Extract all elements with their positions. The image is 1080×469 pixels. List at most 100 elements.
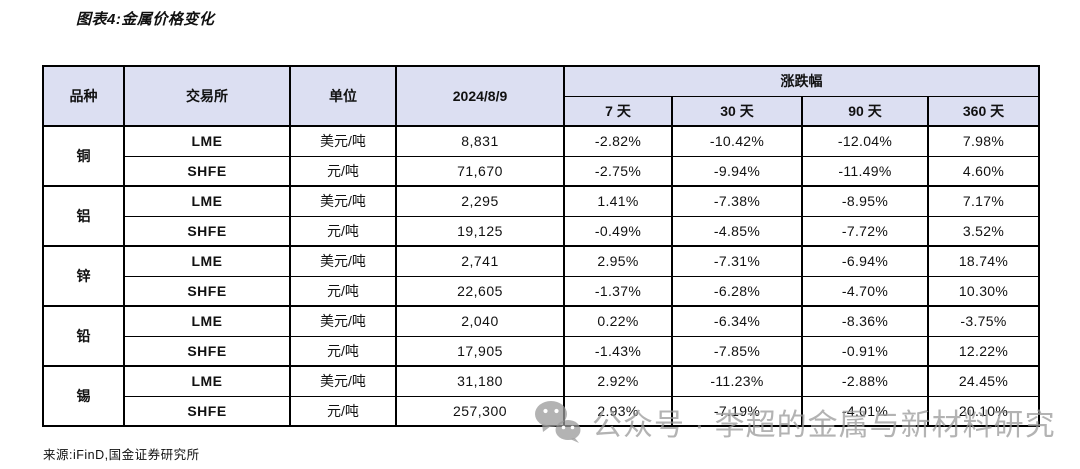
unit-cell: 元/吨	[289, 395, 397, 427]
change-cell: 4.60%	[927, 155, 1040, 187]
unit-cell: 元/吨	[289, 335, 397, 367]
change-cell: -7.85%	[671, 335, 803, 367]
change-cell: -2.75%	[563, 155, 673, 187]
change-cell: 2.93%	[563, 395, 673, 427]
price-cell: 71,670	[395, 155, 565, 187]
change-cell: -1.43%	[563, 335, 673, 367]
change-cell: -0.91%	[801, 335, 929, 367]
price-cell: 17,905	[395, 335, 565, 367]
change-cell: -4.70%	[801, 275, 929, 307]
change-cell: 24.45%	[927, 365, 1040, 397]
change-cell: 10.30%	[927, 275, 1040, 307]
exchange-cell: LME	[123, 305, 291, 337]
variety-cell: 锡	[42, 365, 125, 427]
col-header-date: 2024/8/9	[395, 65, 565, 127]
exchange-cell: SHFE	[123, 395, 291, 427]
col-header-period: 90 天	[801, 95, 929, 127]
price-cell: 2,741	[395, 245, 565, 277]
change-cell: 1.41%	[563, 185, 673, 217]
exchange-cell: SHFE	[123, 275, 291, 307]
change-cell: -6.34%	[671, 305, 803, 337]
exchange-cell: LME	[123, 185, 291, 217]
price-cell: 257,300	[395, 395, 565, 427]
price-cell: 31,180	[395, 365, 565, 397]
change-cell: 0.22%	[563, 305, 673, 337]
change-cell: -12.04%	[801, 125, 929, 157]
metal-price-table: 品种 交易所 单位 2024/8/9 涨跌幅 7 天 30 天 90 天 360 天 …	[42, 65, 1040, 427]
col-header-period: 30 天	[671, 95, 803, 127]
change-cell: 20.10%	[927, 395, 1040, 427]
price-cell: 19,125	[395, 215, 565, 247]
variety-cell: 铝	[42, 185, 125, 247]
table-row: SHFE 元/吨 19,125 -0.49% -4.85% -7.72% 3.52%	[43, 215, 1040, 247]
change-cell: -2.88%	[801, 365, 929, 397]
unit-cell: 美元/吨	[289, 365, 397, 397]
unit-cell: 美元/吨	[289, 245, 397, 277]
table-row: SHFE 元/吨 17,905 -1.43% -7.85% -0.91% 12.22%	[43, 335, 1040, 367]
change-cell: 7.17%	[927, 185, 1040, 217]
variety-cell: 铜	[42, 125, 125, 187]
price-cell: 22,605	[395, 275, 565, 307]
col-header-change: 涨跌幅	[563, 65, 1040, 97]
exchange-cell: LME	[123, 245, 291, 277]
unit-cell: 元/吨	[289, 275, 397, 307]
table-row: SHFE 元/吨 71,670 -2.75% -9.94% -11.49% 4.60%	[43, 155, 1040, 187]
change-cell: 18.74%	[927, 245, 1040, 277]
table-row: 锡 LME 美元/吨 31,180 2.92% -11.23% -2.88% 24.45%	[42, 365, 1040, 427]
price-cell: 8,831	[395, 125, 565, 157]
col-header-unit: 单位	[289, 65, 397, 127]
exchange-cell: LME	[123, 365, 291, 397]
price-cell: 2,295	[395, 185, 565, 217]
header-row-main: 品种 交易所 单位 2024/8/9 涨跌幅	[42, 65, 1040, 127]
change-cell: -2.82%	[563, 125, 673, 157]
exchange-cell: LME	[123, 125, 291, 157]
unit-cell: 美元/吨	[289, 185, 397, 217]
header-row-periods: 7 天 30 天 90 天 360 天	[43, 95, 1040, 127]
change-cell: 7.98%	[927, 125, 1040, 157]
change-cell: -8.36%	[801, 305, 929, 337]
exchange-cell: SHFE	[123, 335, 291, 367]
unit-cell: 美元/吨	[289, 305, 397, 337]
price-cell: 2,040	[395, 305, 565, 337]
change-cell: 2.92%	[563, 365, 673, 397]
table-row: 铅 LME 美元/吨 2,040 0.22% -6.34% -8.36% -3.75%	[42, 305, 1040, 367]
change-cell: -7.19%	[671, 395, 803, 427]
change-cell: -10.42%	[671, 125, 803, 157]
variety-cell: 铅	[42, 305, 125, 367]
change-cell: 12.22%	[927, 335, 1040, 367]
change-cell: -7.72%	[801, 215, 929, 247]
col-header-period: 360 天	[927, 95, 1040, 127]
change-cell: -7.31%	[671, 245, 803, 277]
variety-cell: 锌	[42, 245, 125, 307]
change-cell: -9.94%	[671, 155, 803, 187]
change-cell: -6.94%	[801, 245, 929, 277]
exchange-cell: SHFE	[123, 215, 291, 247]
figure-title: 图表4:金属价格变化	[76, 11, 215, 28]
change-cell: -3.75%	[927, 305, 1040, 337]
table-row: 铝 LME 美元/吨 2,295 1.41% -7.38% -8.95% 7.17%	[42, 185, 1040, 247]
change-cell: -11.23%	[671, 365, 803, 397]
unit-cell: 元/吨	[289, 155, 397, 187]
col-header-exchange: 交易所	[123, 65, 291, 127]
change-cell: -11.49%	[801, 155, 929, 187]
table-row: 锌 LME 美元/吨 2,741 2.95% -7.31% -6.94% 18.74%	[42, 245, 1040, 307]
change-cell: -7.38%	[671, 185, 803, 217]
unit-cell: 元/吨	[289, 215, 397, 247]
table-row: SHFE 元/吨 257,300 2.93% -7.19% -4.01% 20.10%	[43, 395, 1040, 427]
change-cell: -0.49%	[563, 215, 673, 247]
unit-cell: 美元/吨	[289, 125, 397, 157]
exchange-cell: SHFE	[123, 155, 291, 187]
table-row: 铜 LME 美元/吨 8,831 -2.82% -10.42% -12.04% 7.98%	[42, 125, 1040, 187]
col-header-variety: 品种	[42, 65, 125, 127]
change-cell: -4.01%	[801, 395, 929, 427]
change-cell: -6.28%	[671, 275, 803, 307]
change-cell: -4.85%	[671, 215, 803, 247]
table-row: SHFE 元/吨 22,605 -1.37% -6.28% -4.70% 10.30%	[43, 275, 1040, 307]
col-header-period: 7 天	[563, 95, 673, 127]
change-cell: -1.37%	[563, 275, 673, 307]
change-cell: -8.95%	[801, 185, 929, 217]
change-cell: 3.52%	[927, 215, 1040, 247]
source-note: 来源:iFinD,国金证券研究所	[43, 448, 200, 462]
change-cell: 2.95%	[563, 245, 673, 277]
